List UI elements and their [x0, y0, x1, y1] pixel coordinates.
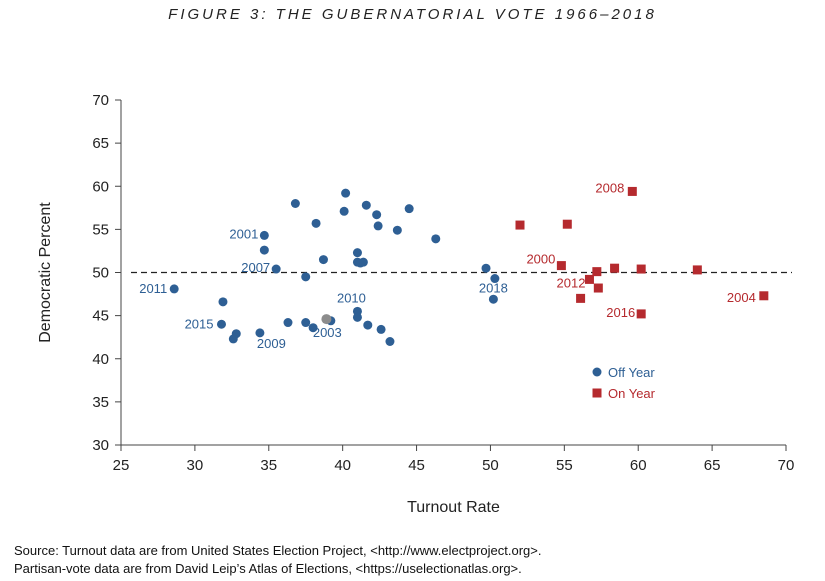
y-tick-label: 30 — [92, 437, 109, 454]
point-label-2010: 2010 — [337, 290, 366, 305]
off-year-point — [301, 318, 311, 328]
x-tick-label: 30 — [187, 457, 204, 474]
y-axis-title: Democratic Percent — [37, 202, 54, 343]
x-tick-label: 35 — [260, 457, 277, 474]
point-labels: 2011 2015 2009 2001 2007 2003 2010 2018 20002012… — [139, 180, 756, 350]
off-year-point — [259, 245, 269, 255]
overlap-point — [321, 314, 332, 325]
off-year-point — [376, 324, 386, 334]
point-label-2000: 2000 — [526, 252, 555, 267]
data-points — [169, 186, 769, 346]
y-tick-label: 50 — [92, 265, 109, 282]
on-year-point — [759, 291, 769, 301]
point-label-2007: 2007 — [241, 260, 270, 275]
on-year-point — [636, 309, 646, 319]
off-year-point — [339, 206, 349, 216]
source-note: Source: Turnout data are from United Sta… — [14, 542, 542, 578]
legend-circle-marker — [592, 367, 602, 377]
off-year-point — [290, 199, 300, 208]
off-year-point — [341, 188, 351, 198]
x-tick-label: 45 — [408, 457, 425, 474]
legend-label: Off Year — [608, 365, 655, 380]
on-year-point — [576, 293, 586, 303]
off-year-point — [481, 263, 491, 273]
off-year-point — [301, 272, 311, 282]
off-year-point — [490, 274, 500, 284]
off-year-point — [218, 297, 228, 307]
off-year-point — [352, 248, 362, 258]
off-year-point — [363, 320, 373, 330]
off-year-point — [259, 230, 269, 240]
point-label-2009: 2009 — [257, 336, 286, 351]
on-year-point — [627, 186, 637, 196]
on-year-point — [692, 265, 702, 275]
off-year-point — [352, 312, 362, 322]
off-year-point — [358, 257, 368, 267]
on-year-point — [592, 267, 602, 277]
on-year-point — [610, 263, 620, 273]
point-label-2011: 2011 — [139, 281, 167, 296]
x-tick-label: 60 — [630, 457, 647, 474]
y-axis-ticks: 30 35 40 45 50 55 60 65 70 — [92, 92, 121, 454]
on-year-point — [515, 220, 525, 230]
point-label-2004: 2004 — [727, 290, 756, 305]
x-tick-label: 40 — [334, 457, 351, 474]
legend: Off Year On Year — [592, 365, 656, 401]
y-tick-label: 65 — [92, 135, 109, 152]
source-line-turnout: Source: Turnout data are from United Sta… — [14, 543, 542, 558]
off-year-point — [431, 234, 441, 244]
x-tick-label: 25 — [113, 457, 130, 474]
legend-square-marker — [592, 388, 602, 398]
point-label-2015: 2015 — [185, 316, 214, 331]
point-label-2012: 2012 — [557, 275, 586, 290]
off-year-point — [216, 319, 226, 329]
y-tick-label: 55 — [92, 221, 109, 238]
on-year-point — [636, 264, 646, 274]
off-year-point — [311, 218, 321, 228]
off-year-point — [228, 334, 238, 344]
off-year-point — [361, 200, 371, 210]
y-tick-label: 60 — [92, 178, 109, 195]
x-tick-label: 50 — [482, 457, 499, 474]
x-axis-ticks: 25 30 35 40 45 50 55 60 65 70 — [113, 445, 795, 474]
off-year-point — [372, 210, 382, 220]
y-tick-label: 40 — [92, 351, 109, 368]
point-label-2003: 2003 — [313, 325, 342, 340]
figure-title: FIGURE 3: THE GUBERNATORIAL VOTE 1966–20… — [168, 6, 657, 23]
source-line-partisan: Partisan-vote data are from David Leip’s… — [14, 561, 522, 576]
point-label-2018: 2018 — [479, 281, 508, 296]
on-year-point — [556, 261, 566, 271]
off-year-point — [283, 318, 293, 328]
off-year-point — [373, 221, 383, 231]
x-tick-label: 55 — [556, 457, 573, 474]
off-year-point — [255, 328, 265, 338]
on-year-point — [593, 283, 603, 293]
y-tick-label: 45 — [92, 308, 109, 325]
point-label-2016: 2016 — [606, 305, 635, 320]
off-year-point — [385, 337, 395, 346]
on-year-point — [562, 219, 572, 229]
x-tick-label: 70 — [778, 457, 795, 474]
point-label-2001: 2001 — [229, 226, 258, 241]
off-year-point — [271, 264, 281, 274]
y-tick-label: 35 — [92, 394, 109, 411]
y-tick-label: 70 — [92, 92, 109, 109]
off-year-point — [488, 294, 498, 304]
off-year-point — [404, 204, 414, 214]
x-axis-title: Turnout Rate — [407, 499, 500, 516]
off-year-point — [169, 284, 179, 294]
legend-label: On Year — [608, 386, 656, 401]
off-year-point — [308, 323, 318, 333]
off-year-point — [392, 225, 402, 235]
point-label-2008: 2008 — [595, 180, 624, 195]
on-year-point — [584, 274, 594, 284]
x-tick-label: 65 — [704, 457, 721, 474]
off-year-point — [318, 255, 328, 265]
